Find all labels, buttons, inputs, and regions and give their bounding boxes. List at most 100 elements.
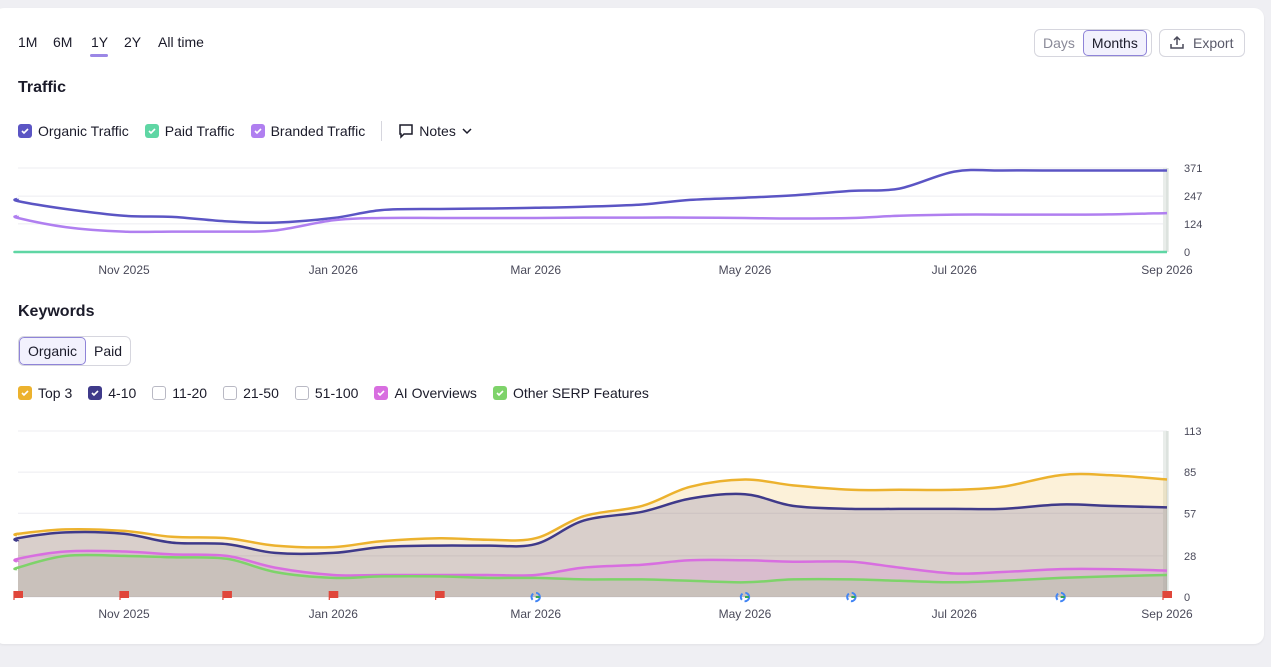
- legend-label: 51-100: [314, 385, 359, 401]
- export-icon: [1170, 35, 1184, 49]
- legend-21-50[interactable]: 21-50: [223, 385, 279, 401]
- notes-dropdown[interactable]: Notes: [398, 123, 473, 139]
- keywords-tab-group: Organic Paid: [18, 336, 132, 366]
- flag-icon: [435, 591, 445, 600]
- y-tick-label: 247: [1184, 191, 1202, 203]
- flag-icon: [119, 591, 129, 600]
- period-2y[interactable]: 2Y: [124, 34, 142, 50]
- legend-label: Other SERP Features: [512, 385, 649, 401]
- period-6m[interactable]: 6M: [53, 34, 73, 50]
- legend-branded-traffic[interactable]: Branded Traffic: [250, 123, 365, 139]
- y-tick-label: 371: [1184, 163, 1202, 175]
- checkbox-icon: [18, 386, 32, 400]
- checkbox-icon: [223, 386, 238, 400]
- tab-paid[interactable]: Paid: [94, 343, 123, 359]
- legend-label: 4-10: [108, 385, 137, 401]
- series-line-other-serp-features: [13, 553, 1168, 584]
- active-period-underline: [90, 54, 108, 57]
- traffic-chart: 0 124 247 371 Nov 2025 Jan 2026 Mar 2026 May 20…: [13, 163, 1202, 277]
- granularity-toggle: Days Months: [1034, 29, 1152, 57]
- x-tick-label: Sep 2026: [1141, 263, 1193, 277]
- x-tick-label: Mar 2026: [510, 263, 561, 277]
- y-tick-label: 0: [1184, 247, 1190, 259]
- legend-label: 21-50: [243, 385, 279, 401]
- flag-icon: [328, 591, 339, 600]
- x-tick-label: Jul 2026: [932, 607, 978, 621]
- google-ring: [846, 591, 857, 603]
- export-label: Export: [1193, 35, 1234, 51]
- series-line-organic-traffic: [13, 168, 1167, 225]
- series-area-ai-overviews: [14, 550, 1167, 597]
- x-tick-label: May 2026: [719, 607, 772, 621]
- checkbox-icon: [18, 124, 32, 138]
- legend-4-10[interactable]: 4-10: [88, 385, 136, 401]
- scroll-handle: [1163, 168, 1169, 252]
- google-ring: [739, 591, 751, 603]
- legend-divider: [381, 121, 383, 141]
- tab-organic[interactable]: Organic: [19, 337, 87, 365]
- flag-icon: [222, 591, 232, 600]
- legend-paid-traffic[interactable]: Paid Traffic: [144, 123, 235, 139]
- google-icon: [530, 591, 541, 603]
- legend-label: Top 3: [38, 385, 73, 401]
- x-tick-label: Nov 2025: [98, 607, 150, 621]
- x-tick-label: Jan 2026: [309, 607, 359, 621]
- series-area-top-3: [14, 474, 1167, 597]
- legend-label: Paid Traffic: [164, 123, 235, 139]
- flag-shape: [222, 591, 232, 598]
- scroll-handle: [1163, 431, 1169, 597]
- traffic-legend: Organic Traffic Paid Traffic Branded Tra…: [18, 121, 473, 141]
- traffic-title: Traffic: [18, 79, 67, 96]
- series-line-top-3: [13, 472, 1168, 549]
- legend-top-3[interactable]: Top 3: [18, 385, 72, 401]
- days-option[interactable]: Days: [1043, 35, 1075, 51]
- x-tick-label: Nov 2025: [98, 263, 150, 277]
- legend-label: Organic Traffic: [38, 123, 129, 139]
- x-tick-label: Jul 2026: [932, 263, 978, 277]
- flag-icon: [13, 591, 23, 600]
- period-1y[interactable]: 1Y: [91, 34, 109, 50]
- series-line-branded-traffic: [13, 211, 1168, 234]
- google-icon: [739, 591, 751, 603]
- checkbox-icon: [144, 124, 159, 138]
- legend-11-20[interactable]: 11-20: [152, 385, 207, 401]
- flag-shape: [120, 591, 129, 598]
- google-ring: [530, 591, 541, 603]
- checkbox-icon: [492, 386, 507, 400]
- months-option[interactable]: Months: [1082, 30, 1147, 56]
- flag-icon: [1162, 591, 1172, 600]
- legend-ai-overviews[interactable]: AI Overviews: [374, 385, 477, 401]
- notes-label: Notes: [419, 123, 456, 139]
- checkbox-icon: [250, 124, 265, 138]
- google-icon: [846, 591, 857, 603]
- x-tick-label: Mar 2026: [510, 607, 561, 621]
- google-icon: [1055, 591, 1066, 603]
- checkbox-icon: [374, 386, 389, 400]
- comment-icon: [399, 124, 413, 139]
- keywords-legend: Top 3 4-10 11-20 21-50 51-100 AI Overvie…: [18, 385, 649, 401]
- x-tick-label: May 2026: [719, 263, 772, 277]
- y-tick-label: 57: [1184, 508, 1196, 520]
- y-tick-label: 85: [1184, 467, 1196, 479]
- flag-shape: [1163, 591, 1172, 598]
- series-line-4-10: [13, 492, 1168, 556]
- period-all-time[interactable]: All time: [158, 34, 204, 50]
- y-tick-label: 124: [1184, 219, 1202, 231]
- legend-organic-traffic[interactable]: Organic Traffic: [18, 123, 129, 139]
- flag-shape: [329, 591, 339, 598]
- legend-51-100[interactable]: 51-100: [294, 385, 359, 401]
- checkbox-icon: [294, 386, 309, 400]
- series-area-other-serp-features: [14, 554, 1167, 597]
- x-tick-label: Jan 2026: [309, 263, 359, 277]
- period-1m[interactable]: 1M: [18, 34, 38, 50]
- flag-shape: [435, 591, 445, 598]
- flag-shape: [14, 591, 23, 598]
- x-tick-label: Sep 2026: [1141, 607, 1193, 621]
- chevron-down-icon: [462, 128, 472, 135]
- legend-label: AI Overviews: [394, 385, 477, 401]
- google-ring: [1055, 591, 1066, 603]
- checkbox-icon: [88, 386, 103, 400]
- legend-other-serp-features[interactable]: Other SERP Features: [492, 385, 649, 401]
- keywords-title: Keywords: [18, 303, 95, 320]
- export-button[interactable]: Export: [1159, 29, 1245, 57]
